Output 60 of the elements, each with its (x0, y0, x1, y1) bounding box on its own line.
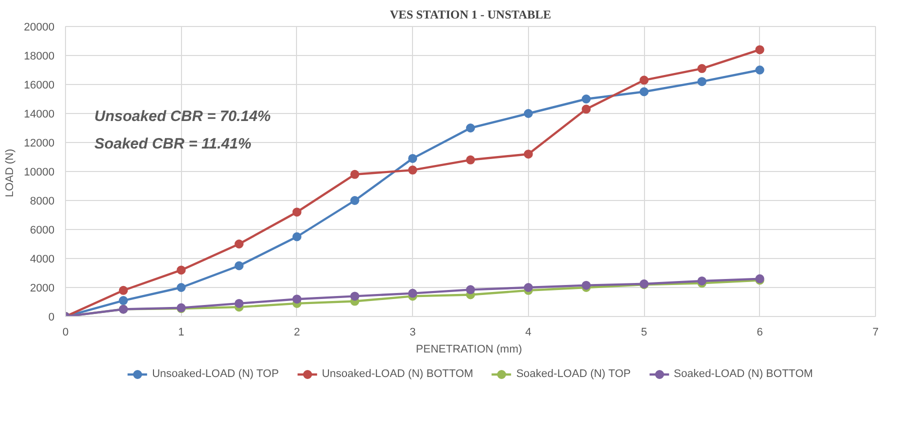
x-tick-label: 7 (872, 326, 879, 338)
point (292, 208, 302, 217)
point (524, 150, 533, 159)
legend-label: Unsoaked-LOAD (N) BOTTOM (322, 368, 474, 380)
x-axis-title: PENETRATION (mm) (416, 344, 522, 356)
y-tick-label: 10000 (24, 166, 55, 178)
point (408, 166, 418, 175)
y-tick-label: 14000 (24, 108, 55, 120)
point (697, 77, 706, 86)
point (350, 170, 360, 179)
point (640, 87, 649, 96)
annotation: Soaked CBR = 11.41% (94, 136, 252, 153)
point (466, 155, 475, 164)
y-tick-label: 0 (48, 312, 55, 324)
point (582, 280, 591, 290)
y-tick-label: 18000 (24, 50, 55, 62)
x-tick-label: 1 (178, 326, 184, 338)
legend-label: Soaked-LOAD (N) TOP (516, 368, 631, 380)
point (176, 266, 186, 275)
legend-label: Unsoaked-LOAD (N) TOP (152, 368, 279, 380)
y-tick-label: 16000 (24, 80, 55, 92)
point (408, 288, 418, 298)
y-tick-label: 6000 (30, 224, 55, 236)
y-tick-label: 20000 (24, 22, 55, 34)
point (118, 286, 128, 295)
point (755, 45, 764, 54)
point (176, 283, 186, 292)
point (755, 66, 764, 74)
point (466, 285, 475, 294)
chart-title: VES STATION 1 - UNSTABLE (390, 8, 552, 22)
point (234, 298, 244, 308)
point (234, 261, 244, 270)
legend-label: Soaked-LOAD (N) BOTTOM (674, 368, 813, 380)
point (697, 276, 706, 286)
x-tick-label: 4 (525, 326, 532, 338)
point (582, 104, 591, 114)
x-tick-label: 3 (410, 326, 416, 338)
x-tick-label: 2 (294, 326, 300, 338)
point (466, 124, 475, 132)
y-tick-label: 4000 (30, 254, 55, 266)
x-tick-label: 0 (62, 326, 69, 338)
y-tick-label: 2000 (30, 282, 55, 294)
point (350, 292, 360, 301)
x-tick-label: 5 (641, 326, 648, 338)
point (292, 232, 302, 242)
point (640, 76, 649, 85)
point (582, 94, 591, 104)
point (524, 283, 533, 292)
x-tick-label: 6 (756, 326, 763, 338)
point (697, 64, 706, 74)
point (350, 196, 360, 205)
point (292, 294, 302, 304)
point (408, 154, 418, 163)
annotation: Unsoaked CBR = 70.14% (94, 108, 271, 126)
point (234, 240, 244, 248)
point (118, 296, 128, 306)
y-tick-label: 8000 (30, 196, 55, 208)
y-axis-title: LOAD (N) (4, 148, 16, 198)
y-tick-label: 12000 (24, 138, 55, 150)
point (524, 109, 533, 118)
